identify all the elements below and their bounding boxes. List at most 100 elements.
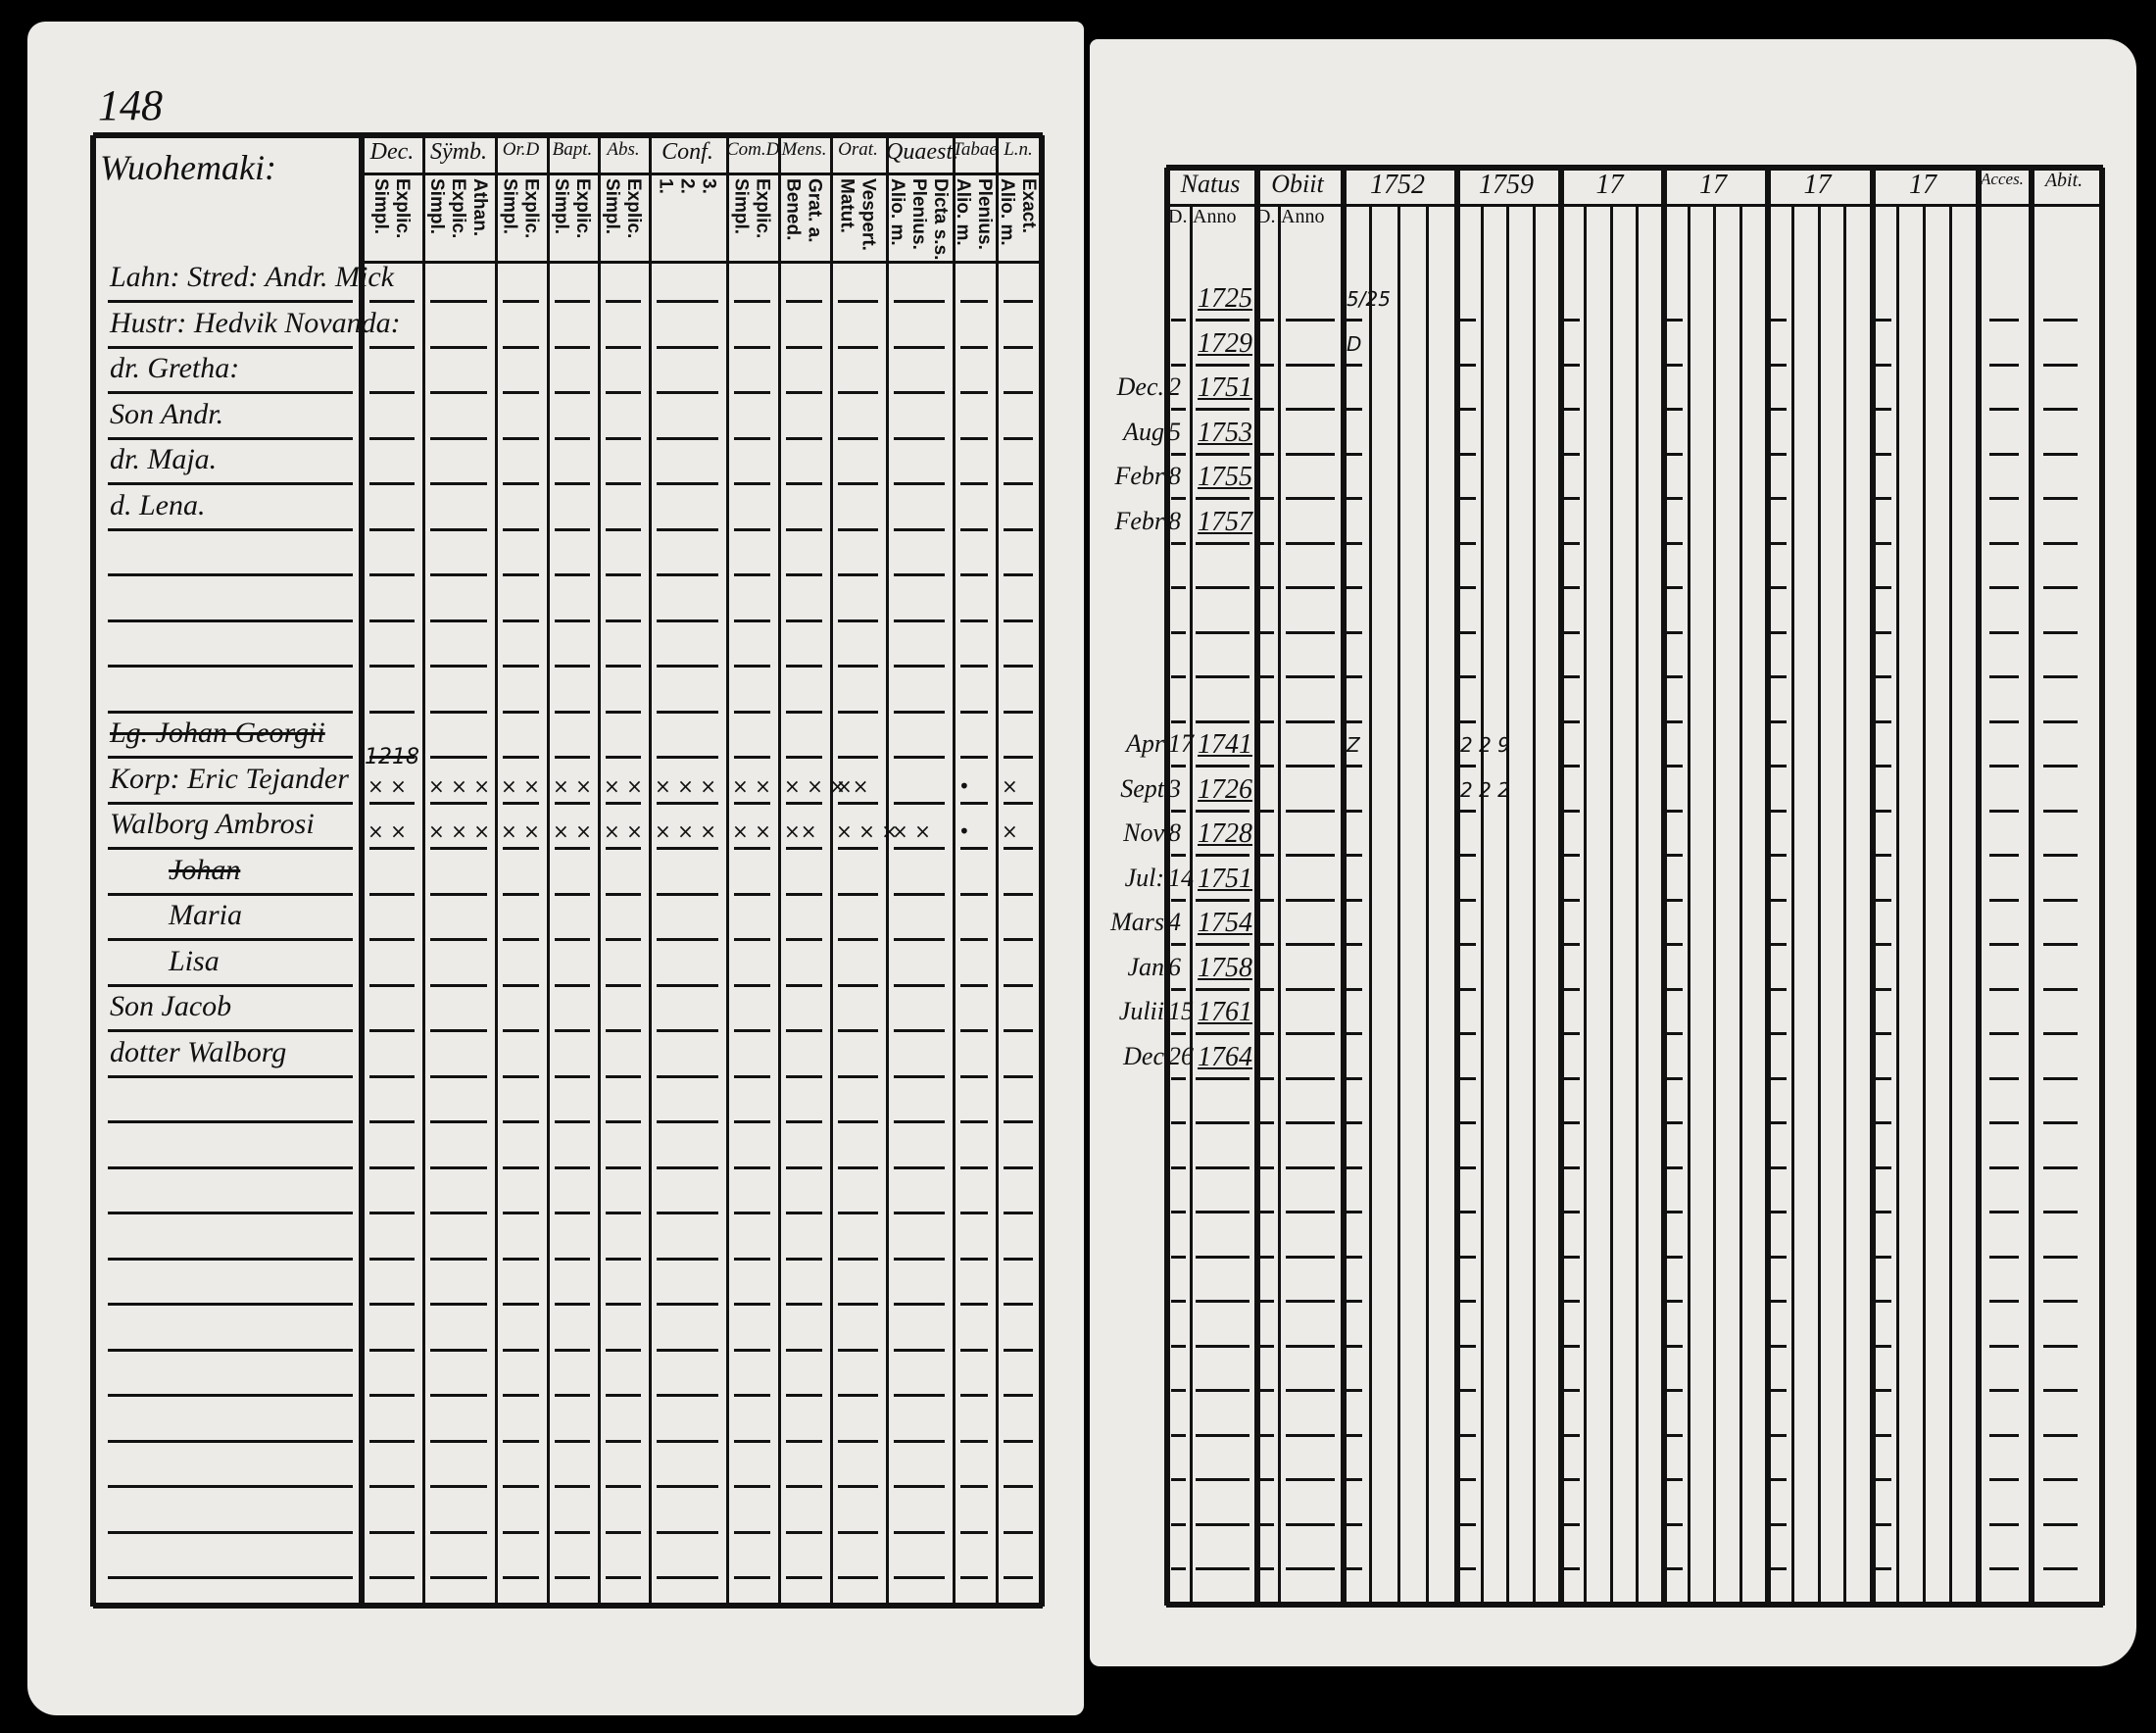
horizontal-rule <box>108 1258 353 1261</box>
horizontal-rule <box>606 756 641 759</box>
horizontal-rule <box>555 1212 590 1214</box>
horizontal-rule <box>734 665 770 668</box>
horizontal-rule <box>606 573 641 576</box>
horizontal-rule <box>555 711 590 714</box>
person-name: Hustr: Hedvik Novanda: <box>110 307 401 339</box>
horizontal-rule <box>1004 1212 1033 1214</box>
column-subheader: Dicta s.s. <box>930 178 951 261</box>
horizontal-rule <box>430 1166 487 1169</box>
horizontal-rule <box>2043 497 2078 500</box>
horizontal-rule <box>1989 854 2019 857</box>
horizontal-rule <box>786 847 822 850</box>
vertical-rule <box>1661 168 1667 1602</box>
horizontal-rule <box>430 528 487 531</box>
horizontal-rule <box>838 1349 878 1352</box>
horizontal-rule <box>1458 497 1476 500</box>
horizontal-rule <box>894 1485 945 1488</box>
horizontal-rule <box>1004 1440 1033 1443</box>
horizontal-rule <box>1004 1029 1033 1032</box>
vertical-rule <box>1688 204 1690 1602</box>
horizontal-rule <box>555 300 590 303</box>
horizontal-rule <box>1196 1211 1250 1213</box>
horizontal-rule <box>1874 1478 1891 1481</box>
horizontal-rule <box>1989 1256 2019 1259</box>
horizontal-rule <box>430 984 487 987</box>
horizontal-rule <box>894 346 945 349</box>
horizontal-rule <box>555 893 590 896</box>
horizontal-rule <box>2043 765 2078 767</box>
birth-year: 1754 <box>1198 908 1252 938</box>
horizontal-rule <box>838 1212 878 1214</box>
column-header: 17 <box>1803 170 1832 200</box>
horizontal-rule <box>606 847 641 850</box>
horizontal-rule <box>960 847 988 850</box>
horizontal-rule <box>108 1349 353 1352</box>
horizontal-rule <box>1345 1166 1362 1169</box>
person-name: Johan <box>169 854 241 886</box>
birth-year: 1741 <box>1198 729 1252 760</box>
horizontal-rule <box>838 528 878 531</box>
horizontal-rule <box>555 1029 590 1032</box>
exam-mark: × × <box>604 774 643 798</box>
horizontal-rule <box>734 528 770 531</box>
horizontal-rule <box>1171 408 1186 411</box>
horizontal-rule <box>1345 988 1362 991</box>
horizontal-rule <box>838 573 878 576</box>
horizontal-rule <box>734 1440 770 1443</box>
horizontal-rule <box>734 1166 770 1169</box>
horizontal-rule <box>657 1576 718 1579</box>
column-header: Acces. <box>1981 170 2024 188</box>
horizontal-rule <box>1665 631 1683 634</box>
horizontal-rule <box>734 802 770 805</box>
person-name: Maria <box>169 899 242 931</box>
horizontal-rule <box>108 1485 353 1488</box>
horizontal-rule <box>108 938 353 941</box>
horizontal-rule <box>430 1440 487 1443</box>
horizontal-rule <box>734 756 770 759</box>
horizontal-rule <box>1345 1389 1362 1392</box>
horizontal-rule <box>1989 1567 2019 1570</box>
horizontal-rule <box>1196 319 1250 322</box>
column-header: 1752 <box>1370 170 1425 200</box>
horizontal-rule <box>657 756 718 759</box>
vertical-rule <box>1740 204 1742 1602</box>
horizontal-rule <box>838 1075 878 1078</box>
person-name: d. Lena. <box>110 489 206 521</box>
horizontal-rule <box>786 1531 822 1534</box>
horizontal-rule <box>1458 988 1476 991</box>
horizontal-rule <box>734 391 770 394</box>
column-header: Tabae <box>953 139 998 160</box>
horizontal-rule <box>503 573 539 576</box>
horizontal-rule <box>1345 1300 1362 1303</box>
horizontal-rule <box>1259 1389 1274 1392</box>
horizontal-rule <box>1286 854 1335 857</box>
horizontal-rule <box>503 300 539 303</box>
column-subheader: Simpl. <box>370 178 391 235</box>
horizontal-rule <box>1171 1211 1186 1213</box>
horizontal-rule <box>2043 1256 2078 1259</box>
horizontal-rule <box>1769 720 1787 723</box>
horizontal-rule <box>1259 720 1274 723</box>
horizontal-rule <box>1989 720 2019 723</box>
horizontal-rule <box>1874 1567 1891 1570</box>
horizontal-rule <box>1769 899 1787 902</box>
horizontal-rule <box>734 300 770 303</box>
horizontal-rule <box>1004 1075 1033 1078</box>
exam-mark: × × <box>368 819 407 843</box>
horizontal-rule <box>1562 1256 1580 1259</box>
horizontal-rule <box>1458 542 1476 545</box>
horizontal-rule <box>960 300 988 303</box>
horizontal-rule <box>1171 453 1186 456</box>
horizontal-rule <box>1874 1032 1891 1035</box>
vertical-rule <box>1636 204 1639 1602</box>
horizontal-rule <box>108 802 353 805</box>
column-subheader: Simpl. <box>426 178 447 235</box>
horizontal-rule <box>786 1166 822 1169</box>
horizontal-rule <box>1458 1166 1476 1169</box>
horizontal-rule <box>555 665 590 668</box>
horizontal-rule <box>1259 319 1274 322</box>
horizontal-rule <box>1286 408 1335 411</box>
horizontal-rule <box>1345 1434 1362 1437</box>
vertical-rule <box>1610 204 1613 1602</box>
vertical-rule <box>1190 204 1193 1602</box>
